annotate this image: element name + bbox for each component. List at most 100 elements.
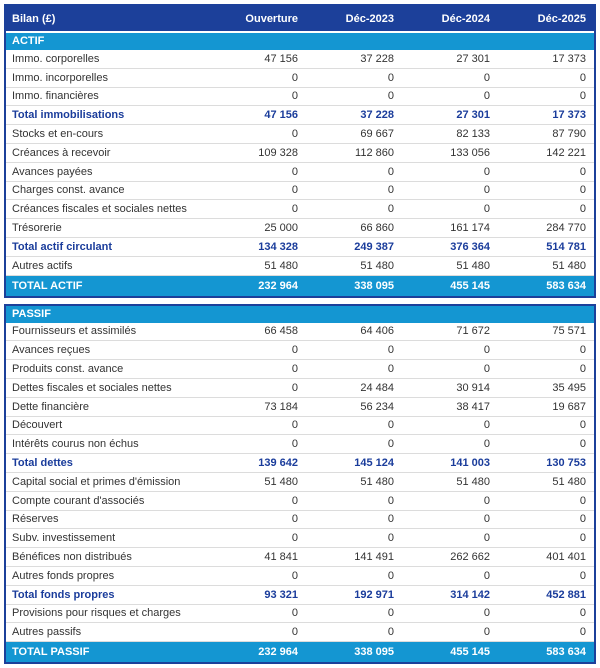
row-value: 25 000 [264, 222, 298, 235]
table-row: Créances à recevoir 109 328 112 860 133 056… [6, 143, 594, 163]
row-label: Autres actifs [12, 259, 73, 272]
row-value: 0 [387, 184, 394, 197]
column-header-dec-2023: Déc-2023 [345, 12, 394, 25]
row-value: 0 [579, 494, 586, 507]
row-value: 338 095 [354, 646, 394, 659]
table-row: Autres actifs 51 480 51 480 51 480 51 480 [6, 256, 594, 276]
row-value: 51 480 [264, 475, 298, 488]
row-value: 71 672 [456, 325, 490, 338]
row-value: 19 687 [552, 400, 586, 413]
row-value: 161 174 [450, 222, 490, 235]
row-value: 0 [291, 607, 298, 620]
row-value: 192 971 [354, 588, 394, 601]
row-label: Autres fonds propres [12, 569, 115, 582]
row-value: 401 401 [546, 551, 586, 564]
row-value: 0 [579, 419, 586, 432]
row-value: 75 571 [552, 325, 586, 338]
row-label: Trésorerie [12, 222, 62, 235]
row-value: 0 [291, 494, 298, 507]
row-value: 0 [291, 381, 298, 394]
row-value: 0 [579, 569, 586, 582]
row-label: Avances payées [12, 165, 93, 178]
row-value: 24 484 [360, 381, 394, 394]
row-value: 0 [579, 90, 586, 103]
row-value: 583 634 [546, 279, 586, 292]
table-row: Dette financière 73 184 56 234 38 417 19 687 [6, 397, 594, 417]
row-value: 30 914 [456, 381, 490, 394]
total-passif-container: TOTAL PASSIF 232 964 338 095 455 145 583 634 [6, 642, 594, 663]
row-value: 56 234 [360, 400, 394, 413]
total-row: TOTAL PASSIF 232 964 338 095 455 145 583 634 [6, 642, 594, 663]
row-value: 27 301 [456, 52, 490, 65]
row-value: 0 [483, 344, 490, 357]
row-value: 47 156 [264, 109, 298, 122]
row-label: Subv. investissement [12, 532, 116, 545]
row-value: 0 [483, 90, 490, 103]
row-label: Immo. incorporelles [12, 71, 108, 84]
row-value: 17 373 [552, 109, 586, 122]
row-value: 0 [579, 532, 586, 545]
row-label: Immo. financières [12, 90, 99, 103]
column-header-dec-2024: Déc-2024 [441, 12, 490, 25]
row-value: 0 [387, 90, 394, 103]
row-value: 0 [387, 344, 394, 357]
row-value: 0 [579, 184, 586, 197]
row-value: 0 [387, 513, 394, 526]
table-row: Dettes fiscales et sociales nettes 0 24 48… [6, 378, 594, 398]
row-value: 0 [483, 363, 490, 376]
row-value: 0 [291, 165, 298, 178]
column-header-dec-2025: Déc-2025 [537, 12, 586, 25]
row-value: 0 [579, 71, 586, 84]
row-label: Total immobilisations [12, 109, 125, 122]
row-value: 141 491 [354, 551, 394, 564]
table-row: Immo. corporelles 47 156 37 228 27 301 17 37… [6, 50, 594, 69]
row-value: 0 [483, 203, 490, 216]
table-title: Bilan (£) [12, 12, 56, 25]
row-value: 232 964 [258, 646, 298, 659]
row-value: 64 406 [360, 325, 394, 338]
row-value: 82 133 [456, 128, 490, 141]
row-value: 0 [291, 363, 298, 376]
row-value: 47 156 [264, 52, 298, 65]
table-header-row: Bilan (£) Ouverture Déc-2023 Déc-2024 Dé… [6, 6, 594, 31]
row-value: 0 [579, 626, 586, 639]
section-header-actif: ACTIF [6, 33, 594, 50]
row-value: 0 [291, 438, 298, 451]
row-label: Dettes fiscales et sociales nettes [12, 381, 172, 394]
row-value: 145 124 [354, 457, 394, 470]
row-value: 314 142 [450, 588, 490, 601]
row-value: 73 184 [264, 400, 298, 413]
table-row: Produits const. avance 0 0 0 0 [6, 360, 594, 379]
table-row: Réserves 0 0 0 0 [6, 510, 594, 530]
row-value: 51 480 [456, 475, 490, 488]
row-value: 455 145 [450, 646, 490, 659]
row-value: 262 662 [450, 551, 490, 564]
row-label: Dette financière [12, 400, 90, 413]
row-label: Avances reçues [12, 344, 91, 357]
row-value: 0 [291, 203, 298, 216]
row-value: 69 667 [360, 128, 394, 141]
row-value: 51 480 [360, 259, 394, 272]
row-value: 0 [291, 569, 298, 582]
row-label: Créances fiscales et sociales nettes [12, 203, 187, 216]
row-value: 0 [483, 532, 490, 545]
row-value: 0 [291, 344, 298, 357]
row-value: 583 634 [546, 646, 586, 659]
row-value: 514 781 [546, 240, 586, 253]
row-value: 37 228 [360, 109, 394, 122]
table-row: Bénéfices non distribués 41 841 141 491 262… [6, 548, 594, 567]
row-value: 0 [483, 71, 490, 84]
row-value: 232 964 [258, 279, 298, 292]
section-header-passif: PASSIF [6, 305, 594, 323]
row-value: 0 [579, 513, 586, 526]
table-row: Immo. incorporelles 0 0 0 0 [6, 68, 594, 88]
row-value: 0 [483, 165, 490, 178]
row-value: 0 [483, 569, 490, 582]
row-value: 0 [387, 203, 394, 216]
row-label: Compte courant d'associés [12, 494, 145, 507]
row-value: 51 480 [456, 259, 490, 272]
row-value: 51 480 [552, 475, 586, 488]
table-row: Capital social et primes d'émission 51 48… [6, 472, 594, 492]
row-value: 93 321 [264, 588, 298, 601]
table-row: Avances payées 0 0 0 0 [6, 162, 594, 182]
